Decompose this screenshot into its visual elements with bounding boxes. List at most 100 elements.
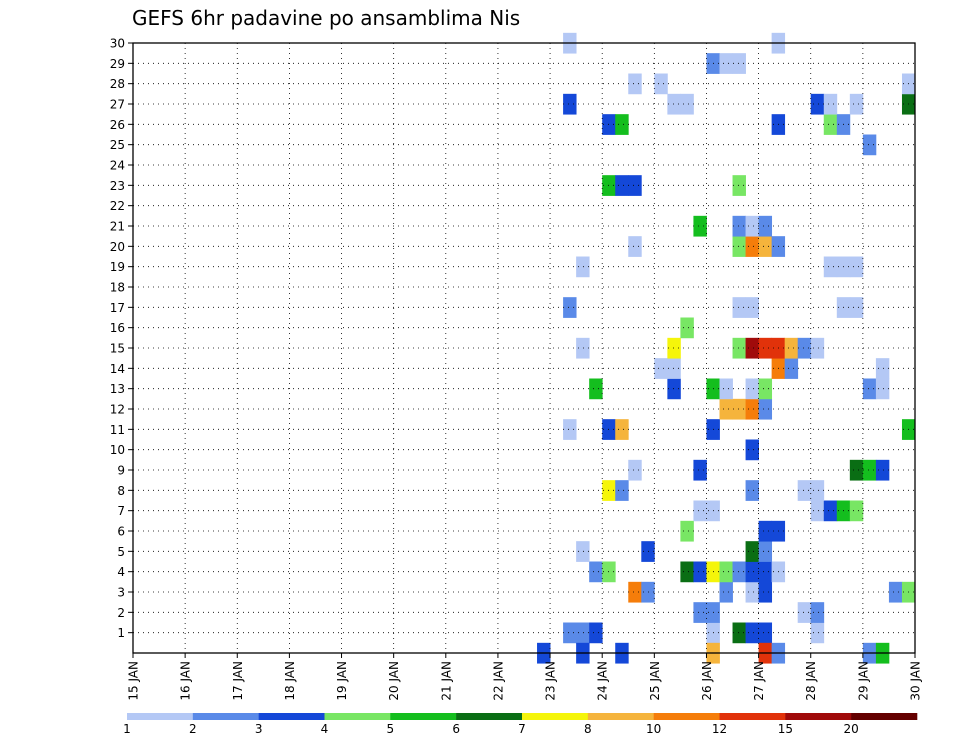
legend-swatch [522,713,589,720]
y-tick-label: 20 [110,240,125,254]
x-tick-label: 20 JAN [387,661,401,701]
heatmap-cell [758,622,773,644]
heatmap-cell [693,500,707,522]
heatmap-cell [576,622,590,644]
heatmap-cell [719,378,733,400]
x-axis: 15 JAN 16 JAN 17 JAN 18 JAN 19 JAN 20 JAN 21 J… [127,653,923,701]
y-tick-label: 24 [110,159,125,173]
y-tick-label: 9 [117,464,125,478]
y-tick-label: 14 [110,362,125,376]
legend-swatch [324,713,391,720]
heatmap-cell [888,581,903,603]
heatmap-cell [745,337,759,359]
heatmap-cell [563,93,577,115]
heatmap-cell [758,581,773,603]
x-tick-label: 18 JAN [283,661,297,701]
y-tick-label: 13 [110,382,125,396]
heatmap-cell [758,520,773,542]
heatmap-cell [576,256,590,278]
heatmap-cell [758,236,773,257]
heatmap-cell [693,215,707,237]
y-tick-label: 27 [110,98,125,112]
y-tick-label: 18 [110,281,125,295]
heatmap-cell [680,93,694,115]
legend-swatch [785,713,852,720]
x-tick-label: 19 JAN [335,661,349,701]
heatmap-cells [537,32,916,664]
heatmap-cell [745,541,759,562]
legend-label: 1 [123,722,131,736]
heatmap-cell [862,459,877,481]
x-tick-label: 15 JAN [127,661,141,701]
legend-label: 10 [646,722,661,736]
heatmap-cell [745,236,759,257]
legend-label: 4 [321,722,329,736]
heatmap-cell [732,215,746,237]
heatmap-cell [784,337,799,359]
heatmap-cell [810,622,825,644]
y-tick-label: 2 [117,606,125,620]
heatmap-cell [758,398,773,420]
y-tick-label: 28 [110,77,125,91]
heatmap-cell [628,236,642,257]
chart-title: GEFS 6hr padavine po ansamblima Nis [132,6,520,30]
heatmap-cell [732,398,746,420]
heatmap-cell [849,256,864,278]
heatmap-cell [758,337,773,359]
legend-swatch [192,713,259,720]
legend-label: 8 [584,722,592,736]
heatmap-cell [719,398,733,420]
heatmap-cell [849,500,864,522]
heatmap-cell [719,581,733,603]
heatmap-cell [667,358,681,379]
heatmap-cell [875,358,890,379]
legend-swatch [390,713,457,720]
y-tick-label: 30 [110,37,125,51]
legend-label: 12 [712,722,727,736]
heatmap-cell [823,93,838,115]
heatmap-cell [680,561,694,583]
x-tick-label: 23 JAN [544,661,558,701]
heatmap-cell [797,337,812,359]
heatmap-cell [589,622,603,644]
y-tick-label: 1 [117,626,125,640]
heatmap-cell [745,561,759,583]
heatmap-cell [823,500,838,522]
x-tick-label: 22 JAN [491,661,505,701]
y-tick-label: 22 [110,199,125,213]
heatmap-cell [589,378,603,400]
heatmap-cell [654,358,668,379]
heatmap-cell [615,175,629,196]
heatmap-cell [719,561,733,583]
heatmap-cell [628,459,642,481]
y-tick-label: 23 [110,179,125,193]
heatmap-cell [654,73,668,95]
heatmap-cell [823,114,838,135]
heatmap-cell [758,561,773,583]
heatmap-cell [849,459,864,481]
heatmap-cell [589,561,603,583]
heatmap-cell [875,459,890,481]
heatmap-cell [719,53,733,74]
heatmap-cell [823,256,838,278]
legend-label: 2 [189,722,197,736]
heatmap-cell [667,337,681,359]
heatmap-cell [732,236,746,257]
heatmap-cell [797,480,812,501]
legend-label: 15 [778,722,793,736]
heatmap-cell [862,134,877,156]
y-tick-label: 4 [117,565,125,579]
heatmap-cell [628,73,642,95]
legend-swatch [127,713,194,720]
y-tick-label: 21 [110,220,125,234]
heatmap-cell [745,480,759,501]
heatmap-cell [615,419,629,440]
heatmap-cell [797,602,812,623]
legend-label: 5 [387,722,395,736]
heatmap-cell [810,93,825,115]
x-tick-label: 26 JAN [700,661,714,701]
heatmap-cell [745,622,759,644]
y-tick-label: 25 [110,138,125,152]
legend-label: 3 [255,722,263,736]
